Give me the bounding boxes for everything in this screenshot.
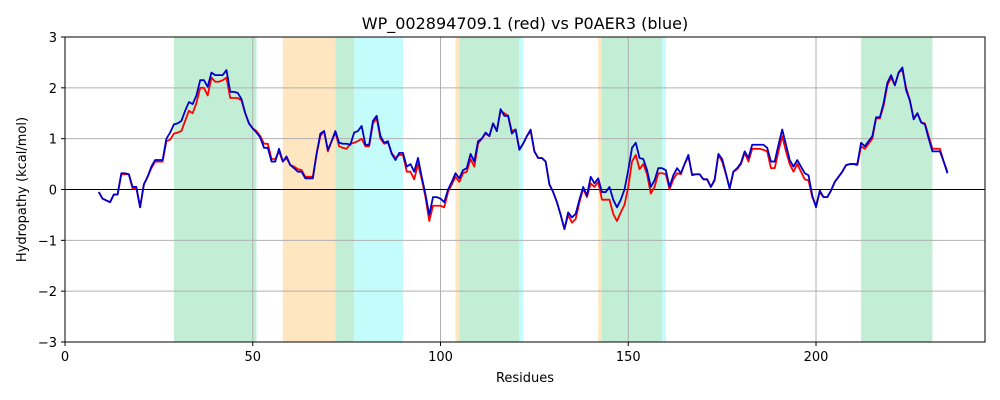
x-axis-label: Residues [496,371,554,386]
y-tick-label: −3 [38,336,57,351]
chart-title: WP_002894709.1 (red) vs P0AER3 (blue) [362,14,688,34]
x-tick-label: 100 [428,350,453,365]
x-tick-label: 200 [804,350,829,365]
axis-ticks: 0 50 100 150 200 −3 −2 −1 0 1 2 3 [38,31,829,365]
y-tick-label: −2 [38,285,57,300]
y-axis-label: Hydropathy (kcal/mol) [15,117,30,262]
y-tick-label: 2 [49,82,57,97]
y-tick-label: 1 [49,133,57,148]
x-tick-label: 150 [616,350,641,365]
y-tick-label: 0 [49,184,57,199]
series-line-blue [98,66,949,231]
y-tick-label: −1 [38,234,57,249]
x-tick-label: 50 [244,350,261,365]
x-tick-label: 0 [61,350,69,365]
y-tick-label: 3 [49,31,57,46]
series-lines [98,66,949,231]
